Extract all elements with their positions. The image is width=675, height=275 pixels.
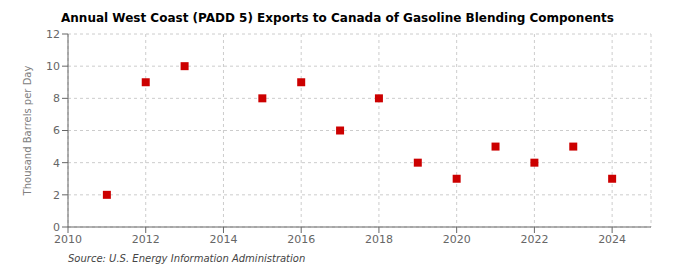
- svg-text:2: 2: [53, 189, 60, 202]
- svg-text:2020: 2020: [443, 233, 471, 246]
- svg-text:0: 0: [53, 221, 60, 234]
- svg-text:12: 12: [46, 28, 60, 41]
- svg-text:10: 10: [46, 60, 60, 73]
- svg-text:Thousand Barrels per Day: Thousand Barrels per Day: [22, 66, 33, 197]
- svg-text:2010: 2010: [54, 233, 82, 246]
- svg-text:2016: 2016: [287, 233, 315, 246]
- svg-text:4: 4: [53, 157, 60, 170]
- html-text:Annual West Coast (PADD 5) Exp: Annual West Coast (PADD 5) Exports to Ca…: [61, 11, 614, 25]
- svg-text:8: 8: [53, 92, 60, 105]
- svg-text:2022: 2022: [520, 233, 548, 246]
- html-text:Source: U.S. Energy Informatio: Source: U.S. Energy Information Administ…: [68, 253, 306, 264]
- svg-text:6: 6: [53, 124, 60, 137]
- svg-text:2018: 2018: [365, 233, 393, 246]
- svg-text:2024: 2024: [598, 233, 626, 246]
- svg-text:2012: 2012: [132, 233, 160, 246]
- svg-text:2014: 2014: [209, 233, 237, 246]
